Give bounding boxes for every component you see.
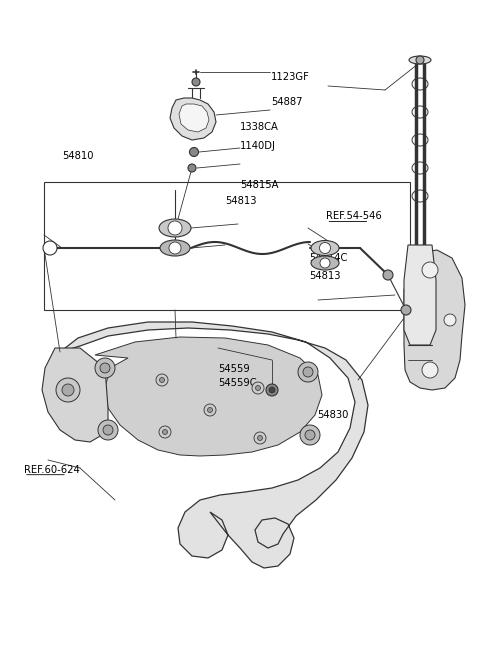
Circle shape xyxy=(103,425,113,435)
Circle shape xyxy=(95,358,115,378)
Text: 54559: 54559 xyxy=(218,363,250,374)
Text: 54810: 54810 xyxy=(62,151,94,161)
Circle shape xyxy=(254,432,266,444)
Bar xyxy=(44,182,410,310)
Circle shape xyxy=(300,425,320,445)
Circle shape xyxy=(269,387,275,393)
Circle shape xyxy=(192,78,200,86)
Text: 1338CA: 1338CA xyxy=(240,122,279,133)
Text: 54813: 54813 xyxy=(226,195,257,206)
Polygon shape xyxy=(170,98,216,140)
Circle shape xyxy=(98,420,118,440)
Text: REF.60-624: REF.60-624 xyxy=(24,464,80,475)
Polygon shape xyxy=(60,322,368,568)
Ellipse shape xyxy=(320,243,331,253)
Circle shape xyxy=(159,377,165,382)
Circle shape xyxy=(252,382,264,394)
Polygon shape xyxy=(179,104,209,132)
Circle shape xyxy=(416,56,424,64)
Ellipse shape xyxy=(159,219,191,237)
Text: 1140DJ: 1140DJ xyxy=(240,140,276,151)
Ellipse shape xyxy=(311,241,339,255)
Circle shape xyxy=(257,436,263,440)
Circle shape xyxy=(163,430,168,434)
Circle shape xyxy=(255,386,261,390)
Ellipse shape xyxy=(168,221,182,235)
Polygon shape xyxy=(404,245,436,345)
Circle shape xyxy=(43,241,57,255)
Circle shape xyxy=(156,374,168,386)
Circle shape xyxy=(207,407,213,413)
Circle shape xyxy=(298,362,318,382)
Circle shape xyxy=(305,430,315,440)
Text: 54814C: 54814C xyxy=(310,253,348,264)
Text: 54813: 54813 xyxy=(310,270,341,281)
Circle shape xyxy=(303,367,313,377)
Circle shape xyxy=(422,362,438,378)
Circle shape xyxy=(422,262,438,278)
Circle shape xyxy=(56,378,80,402)
Text: 54815A: 54815A xyxy=(240,180,278,190)
Ellipse shape xyxy=(169,242,181,254)
Circle shape xyxy=(401,305,411,315)
Circle shape xyxy=(266,384,278,396)
Circle shape xyxy=(383,270,393,280)
Circle shape xyxy=(204,404,216,416)
Circle shape xyxy=(190,148,199,157)
Ellipse shape xyxy=(160,240,190,256)
Text: 1123GF: 1123GF xyxy=(271,72,310,83)
Circle shape xyxy=(100,363,110,373)
Circle shape xyxy=(62,384,74,396)
Polygon shape xyxy=(42,348,108,442)
Text: 54887: 54887 xyxy=(271,96,303,107)
Ellipse shape xyxy=(409,56,431,64)
Text: 54830: 54830 xyxy=(317,409,348,420)
Polygon shape xyxy=(404,250,465,390)
Circle shape xyxy=(444,314,456,326)
Circle shape xyxy=(188,164,196,172)
Text: REF.54-546: REF.54-546 xyxy=(326,211,382,222)
Text: 54559C: 54559C xyxy=(218,378,257,388)
Ellipse shape xyxy=(320,258,330,268)
Circle shape xyxy=(159,426,171,438)
Ellipse shape xyxy=(311,256,339,270)
Polygon shape xyxy=(95,337,322,456)
